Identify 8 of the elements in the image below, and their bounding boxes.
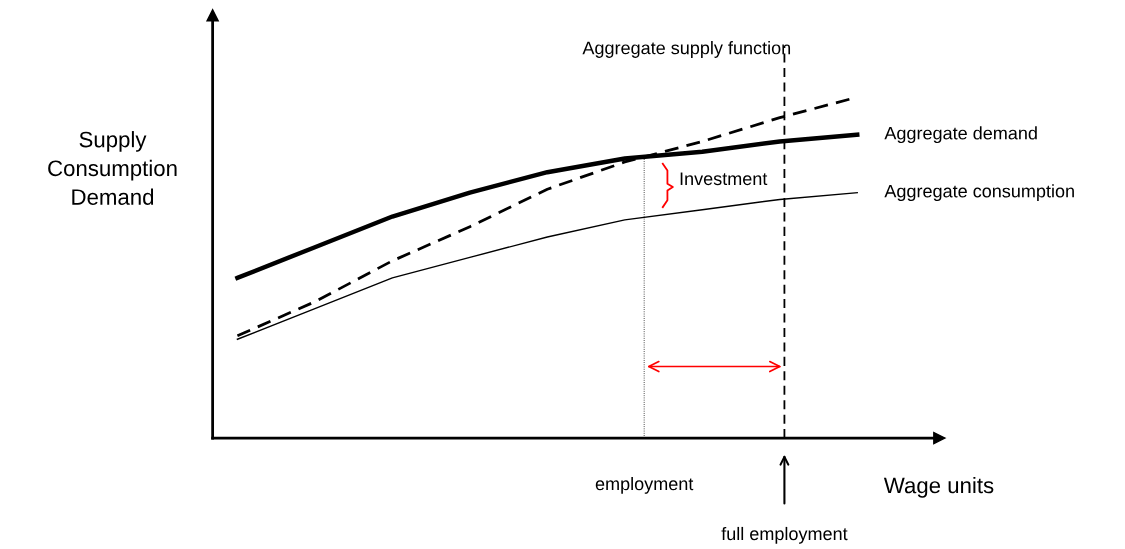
text: employment <box>595 476 694 494</box>
x-axis-title: Wage units <box>883 476 994 498</box>
text: Aggregate supply function <box>582 41 791 58</box>
text: full employment <box>721 526 848 544</box>
y-axis-title: Supply Consumption Demand <box>48 131 177 205</box>
series-label: Aggregate consumption <box>884 184 1074 202</box>
series-label: Aggregate demand <box>884 126 1037 144</box>
annotation: Investment <box>680 172 768 186</box>
